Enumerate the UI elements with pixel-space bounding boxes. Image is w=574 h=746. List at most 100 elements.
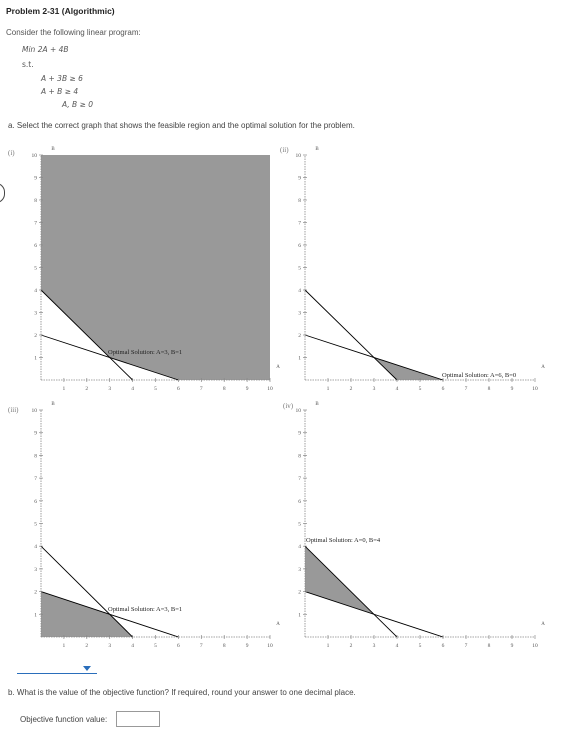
problem-intro: Consider the following linear program:	[6, 28, 141, 37]
problem-title: Problem 2-31 (Algorithmic)	[6, 6, 115, 16]
x-tick-label: 10	[532, 643, 538, 649]
x-tick-label: 8	[223, 386, 226, 392]
y-tick-label: 6	[298, 243, 301, 249]
y-tick-label: 6	[34, 243, 37, 249]
constraint-line-1	[304, 545, 398, 638]
graph-label: (i)	[8, 149, 15, 157]
y-tick-label: 10	[32, 153, 38, 159]
y-tick-label: 7	[298, 476, 301, 482]
feasible-region	[41, 155, 270, 380]
y-tick-label: 3	[34, 567, 37, 573]
constraint-2: A + B ≥ 4	[41, 87, 79, 96]
constraint-line-1	[40, 289, 133, 381]
y-tick-label: 8	[298, 198, 301, 204]
y-axis-label: B	[315, 402, 319, 407]
y-tick-label: 10	[296, 408, 302, 414]
y-axis-label: B	[51, 147, 55, 152]
graph-choice-dropdown[interactable]	[17, 655, 97, 674]
y-tick-label: 9	[34, 431, 37, 437]
x-tick-label: 4	[131, 386, 134, 392]
x-tick-label: 7	[465, 386, 468, 392]
y-axis-label: B	[315, 147, 319, 152]
x-tick-label: 9	[511, 386, 514, 392]
x-tick-label: 3	[108, 386, 111, 392]
constraint-line-2	[304, 334, 444, 381]
y-tick-label: 7	[34, 476, 37, 482]
graph-label: (ii)	[280, 146, 289, 154]
objective-value-input[interactable]	[116, 711, 160, 727]
x-tick-label: 7	[200, 643, 203, 649]
y-tick-label: 4	[298, 544, 301, 550]
y-tick-label: 1	[34, 612, 37, 618]
x-tick-label: 1	[327, 386, 330, 392]
y-tick-label: 1	[298, 356, 301, 362]
feasible-region	[41, 591, 133, 637]
x-tick-label: 3	[373, 386, 376, 392]
subject-to-label: s.t.	[22, 60, 34, 69]
y-tick-label: 5	[34, 522, 37, 528]
graph-label: (iii)	[8, 406, 19, 414]
x-tick-label: 9	[246, 386, 249, 392]
y-tick-label: 2	[298, 333, 301, 339]
y-tick-label: 9	[298, 176, 301, 182]
x-tick-label: 1	[63, 643, 66, 649]
y-tick-label: 2	[298, 590, 301, 596]
x-tick-label: 10	[532, 386, 538, 392]
x-tick-label: 8	[488, 386, 491, 392]
y-tick-label: 1	[298, 612, 301, 618]
x-tick-label: 5	[154, 386, 157, 392]
x-tick-label: 10	[267, 643, 273, 649]
x-tick-label: 5	[154, 643, 157, 649]
y-tick-label: 10	[296, 153, 302, 159]
x-tick-label: 4	[396, 386, 399, 392]
x-tick-label: 2	[85, 386, 88, 392]
constraint-1: A + 3B ≥ 6	[41, 74, 83, 83]
y-tick-label: 10	[32, 408, 38, 414]
y-tick-label: 8	[34, 198, 37, 204]
part-b-question: b. What is the value of the objective fu…	[8, 688, 356, 697]
x-tick-label: 4	[396, 643, 399, 649]
x-tick-label: 1	[63, 386, 66, 392]
x-tick-label: 8	[488, 643, 491, 649]
x-tick-label: 6	[177, 386, 180, 392]
x-axis-label: A	[276, 622, 280, 627]
x-axis-label: A	[276, 365, 280, 370]
y-tick-label: 2	[34, 333, 37, 339]
y-tick-label: 8	[34, 453, 37, 459]
x-tick-label: 2	[350, 386, 353, 392]
x-tick-label: 6	[442, 386, 445, 392]
y-tick-label: 3	[34, 311, 37, 317]
objective-function: Min 2A + 4B	[22, 45, 69, 54]
x-tick-label: 6	[442, 643, 445, 649]
x-tick-label: 7	[200, 386, 203, 392]
optimal-solution-label: Optimal Solution: A=6, B=0	[442, 372, 516, 379]
y-tick-label: 2	[34, 590, 37, 596]
chevron-down-icon[interactable]	[83, 666, 91, 671]
x-tick-label: 3	[373, 643, 376, 649]
x-tick-label: 10	[267, 386, 273, 392]
y-tick-label: 9	[34, 176, 37, 182]
y-tick-label: 8	[298, 453, 301, 459]
x-tick-label: 2	[350, 643, 353, 649]
y-tick-label: 3	[298, 567, 301, 573]
x-tick-label: 3	[108, 643, 111, 649]
constraint-line-1	[40, 545, 133, 638]
constraint-line-2	[40, 334, 179, 381]
x-tick-label: 9	[246, 643, 249, 649]
y-tick-label: 5	[298, 522, 301, 528]
x-tick-label: 8	[223, 643, 226, 649]
x-tick-label: 6	[177, 643, 180, 649]
objective-value-label: Objective function value:	[20, 715, 108, 724]
optimal-solution-label: Optimal Solution: A=3, B=1	[108, 349, 182, 356]
y-tick-label: 9	[298, 431, 301, 437]
constraint-line-2	[40, 591, 179, 638]
y-tick-label: 4	[34, 544, 37, 550]
y-axis-label: B	[51, 402, 55, 407]
y-tick-label: 3	[298, 311, 301, 317]
x-tick-label: 5	[419, 386, 422, 392]
x-tick-label: 9	[511, 643, 514, 649]
y-tick-label: 7	[298, 221, 301, 227]
x-tick-label: 7	[465, 643, 468, 649]
x-tick-label: 1	[327, 643, 330, 649]
constraint-line-2	[304, 591, 444, 638]
